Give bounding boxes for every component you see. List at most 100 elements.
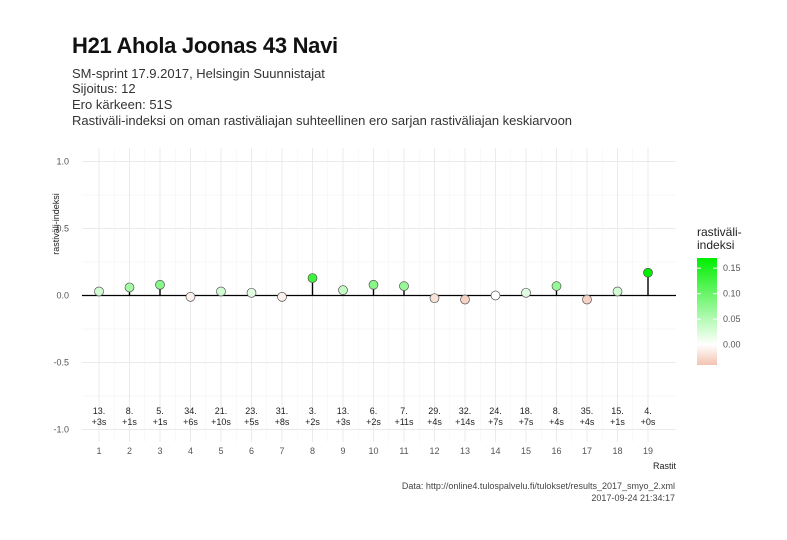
lollipop-point xyxy=(612,286,623,297)
rank-label: 8. xyxy=(553,406,561,416)
diff-label: +7s xyxy=(519,417,534,427)
x-tick-label: 12 xyxy=(429,446,439,456)
data-source-caption: Data: http://online4.tulospalvelu.fi/tul… xyxy=(401,481,675,491)
rank-label: 8. xyxy=(126,406,134,416)
lollipop-point xyxy=(460,294,470,305)
data-marks xyxy=(94,267,653,305)
diff-label: +11s xyxy=(394,417,414,427)
x-tick-label: 8 xyxy=(310,446,315,456)
legend-colorbar xyxy=(697,258,717,365)
lollipop-point xyxy=(155,279,165,290)
rank-label: 34. xyxy=(184,406,197,416)
x-tick-label: 4 xyxy=(188,446,193,456)
diff-label: +1s xyxy=(153,417,168,427)
diff-label: +5s xyxy=(244,417,259,427)
rank-label: 23. xyxy=(245,406,258,416)
diff-label: +7s xyxy=(488,417,503,427)
lollipop-point xyxy=(429,293,440,304)
diff-label: +4s xyxy=(427,417,442,427)
y-tick-label: -1.0 xyxy=(53,425,69,435)
rank-label: 3. xyxy=(309,406,317,416)
diff-label: +14s xyxy=(455,417,475,427)
diff-label: +3s xyxy=(336,417,351,427)
diff-label: +4s xyxy=(580,417,595,427)
x-tick-label: 19 xyxy=(643,446,653,456)
lollipop-point xyxy=(246,287,257,298)
diff-label: +3s xyxy=(92,417,107,427)
rank-label: 21. xyxy=(215,406,228,416)
rank-label: 6. xyxy=(370,406,378,416)
x-tick-label: 13 xyxy=(460,446,470,456)
lollipop-point xyxy=(338,285,348,295)
lollipop-point xyxy=(277,291,287,302)
rank-label: 31. xyxy=(276,406,289,416)
legend-tick-label: 0.10 xyxy=(723,289,741,299)
x-tick-label: 5 xyxy=(218,446,223,456)
lollipop-point xyxy=(551,281,562,291)
subtitle-gap: Ero kärkeen: 51S xyxy=(72,97,173,112)
y-axis-title: rastiväli-indeksi xyxy=(51,193,61,255)
axes: 1.00.50.0-0.5-1.01 2 3 4 5 6 7 8 9 10 11 12 13 14 15 16… xyxy=(51,157,676,472)
x-tick-label: 9 xyxy=(340,446,345,456)
subtitle-race: SM-sprint 17.9.2017, Helsingin Suunnista… xyxy=(72,66,325,81)
lollipop-point xyxy=(185,291,196,302)
diff-label: +1s xyxy=(122,417,137,427)
rank-label: 29. xyxy=(428,406,441,416)
timestamp-caption: 2017-09-24 21:34:17 xyxy=(591,493,675,503)
diff-label: +4s xyxy=(549,417,564,427)
lollipop-point xyxy=(399,281,409,291)
legend-tick-label: 0.15 xyxy=(723,263,741,273)
x-axis-title: Rastit xyxy=(653,461,677,471)
rank-label: 5. xyxy=(156,406,164,416)
y-tick-label: 0.5 xyxy=(56,224,69,234)
diff-label: +8s xyxy=(275,417,290,427)
x-tick-label: 10 xyxy=(368,446,378,456)
point-labels: 13.+3s8.+1s5.+1s34.+6s21.+10s23.+5s31.+8… xyxy=(92,406,656,427)
x-tick-label: 7 xyxy=(279,446,284,456)
legend-tick-label: 0.05 xyxy=(723,314,741,324)
x-tick-label: 2 xyxy=(127,446,132,456)
x-tick-label: 3 xyxy=(157,446,162,456)
rank-label: 15. xyxy=(611,406,624,416)
y-tick-label: 0.0 xyxy=(56,291,69,301)
lollipop-point xyxy=(490,290,501,301)
x-tick-label: 1 xyxy=(96,446,101,456)
lollipop-point xyxy=(643,267,653,278)
diff-label: +1s xyxy=(610,417,625,427)
color-legend: 0.15 0.10 0.05 0.00 xyxy=(697,258,741,365)
x-tick-label: 14 xyxy=(490,446,500,456)
y-tick-label: -0.5 xyxy=(53,358,69,368)
diff-label: +0s xyxy=(641,417,656,427)
subtitle-placement: Sijoitus: 12 xyxy=(72,81,136,96)
rank-label: 13. xyxy=(337,406,350,416)
x-tick-label: 6 xyxy=(249,446,254,456)
diff-label: +10s xyxy=(211,417,231,427)
x-tick-label: 17 xyxy=(582,446,592,456)
diff-label: +6s xyxy=(183,417,198,427)
legend-title: rastiväli-indeksi xyxy=(697,225,742,252)
rank-label: 18. xyxy=(520,406,533,416)
x-tick-label: 15 xyxy=(521,446,531,456)
chart-title: H21 Ahola Joonas 43 Navi xyxy=(72,33,338,58)
subtitle-description: Rastiväli-indeksi on oman rastiväliajan … xyxy=(72,113,573,128)
lollipop-point xyxy=(307,273,318,283)
y-tick-label: 1.0 xyxy=(56,157,69,167)
rank-label: 32. xyxy=(459,406,472,416)
rank-label: 7. xyxy=(400,406,408,416)
diff-label: +2s xyxy=(366,417,381,427)
diff-label: +2s xyxy=(305,417,320,427)
rank-label: 13. xyxy=(93,406,106,416)
rank-label: 24. xyxy=(489,406,502,416)
x-tick-label: 18 xyxy=(612,446,622,456)
rank-label: 35. xyxy=(581,406,594,416)
lollipop-point xyxy=(216,286,226,297)
grid-lines xyxy=(82,148,676,442)
x-tick-label: 16 xyxy=(551,446,561,456)
x-tick-label: 11 xyxy=(399,446,408,456)
lollipop-point xyxy=(94,286,104,297)
lollipop-point xyxy=(124,282,135,293)
lollipop-point xyxy=(582,294,592,305)
rank-label: 4. xyxy=(644,406,652,416)
lollipop-point xyxy=(368,279,379,290)
